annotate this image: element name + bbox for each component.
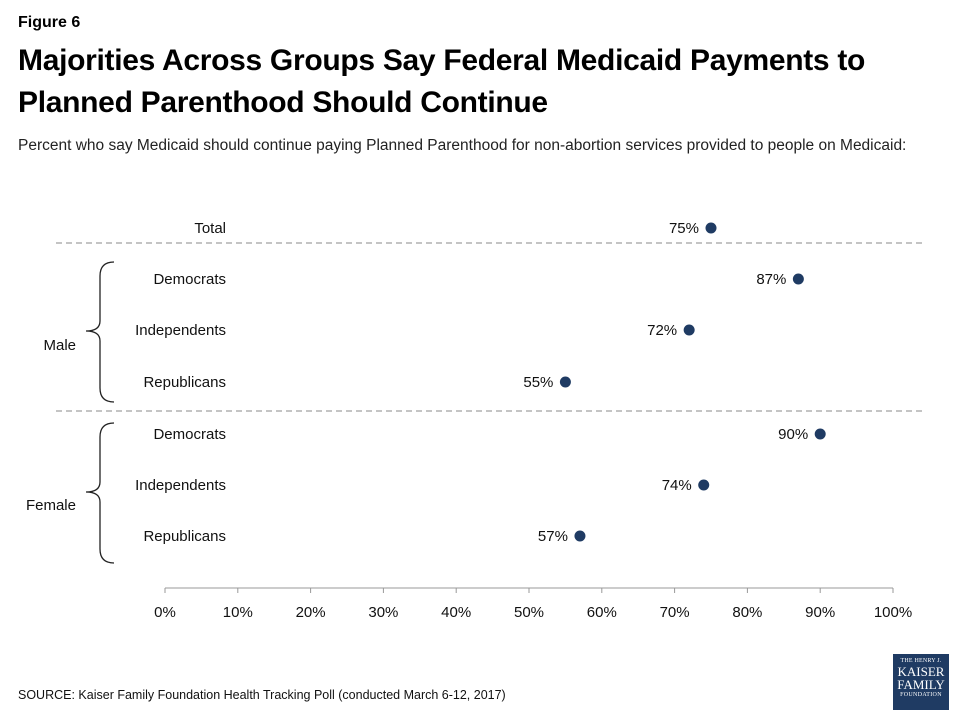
data-label-male-1: 87% — [756, 271, 786, 288]
x-tick-label-3: 30% — [368, 604, 398, 621]
x-tick-label-0: 0% — [154, 604, 176, 621]
row-label-female-3: Republicans — [143, 528, 226, 545]
group-label-male: Male — [43, 337, 76, 354]
row-label-male-3: Republicans — [143, 374, 226, 391]
data-point-male-3 — [559, 376, 571, 388]
group-brace-female — [85, 422, 115, 564]
dot-plot-chart: Total 75% Democrats 87% Independents 72% Repub… — [26, 220, 922, 621]
row-label-total-1: Total — [194, 220, 226, 237]
x-tick-label-1: 10% — [223, 604, 253, 621]
group-brace-male — [85, 261, 115, 403]
x-tick-label-7: 70% — [660, 604, 690, 621]
data-label-male-3: 55% — [523, 374, 553, 391]
data-point-male-1 — [792, 273, 804, 285]
logo-line-3: FAMILY — [897, 677, 945, 692]
row-label-male-2: Independents — [135, 322, 226, 339]
x-tick-label-2: 20% — [296, 604, 326, 621]
kff-logo: THE HENRY J. KAISER FAMILY FOUNDATION — [893, 654, 949, 710]
x-tick-label-9: 90% — [805, 604, 835, 621]
x-tick-label-6: 60% — [587, 604, 617, 621]
data-point-female-2 — [698, 479, 710, 491]
row-label-female-1: Democrats — [153, 426, 226, 443]
data-label-female-1: 90% — [778, 426, 808, 443]
x-tick-label-8: 80% — [732, 604, 762, 621]
row-label-female-2: Independents — [135, 477, 226, 494]
x-tick-label-5: 50% — [514, 604, 544, 621]
data-label-total-1: 75% — [669, 220, 699, 237]
chart-subtitle: Percent who say Medicaid should continue… — [18, 137, 907, 154]
logo-line-1: THE HENRY J. — [900, 658, 942, 664]
data-label-female-3: 57% — [538, 528, 568, 545]
data-point-total-1 — [705, 222, 717, 234]
figure-label: Figure 6 — [18, 14, 81, 31]
data-point-male-2 — [683, 324, 695, 336]
data-point-female-3 — [574, 530, 586, 542]
group-label-female: Female — [26, 497, 76, 514]
source-note: SOURCE: Kaiser Family Foundation Health … — [18, 688, 506, 702]
x-tick-label-4: 40% — [441, 604, 471, 621]
row-label-male-1: Democrats — [153, 271, 226, 288]
data-label-male-2: 72% — [647, 322, 677, 339]
chart-title: Majorities Across Groups Say Federal Med… — [18, 44, 866, 119]
data-label-female-2: 74% — [662, 477, 692, 494]
logo-line-2: KAISER — [897, 664, 945, 679]
logo-line-4: FOUNDATION — [900, 692, 942, 698]
x-tick-label-10: 100% — [874, 604, 912, 621]
data-point-female-1 — [814, 428, 826, 440]
